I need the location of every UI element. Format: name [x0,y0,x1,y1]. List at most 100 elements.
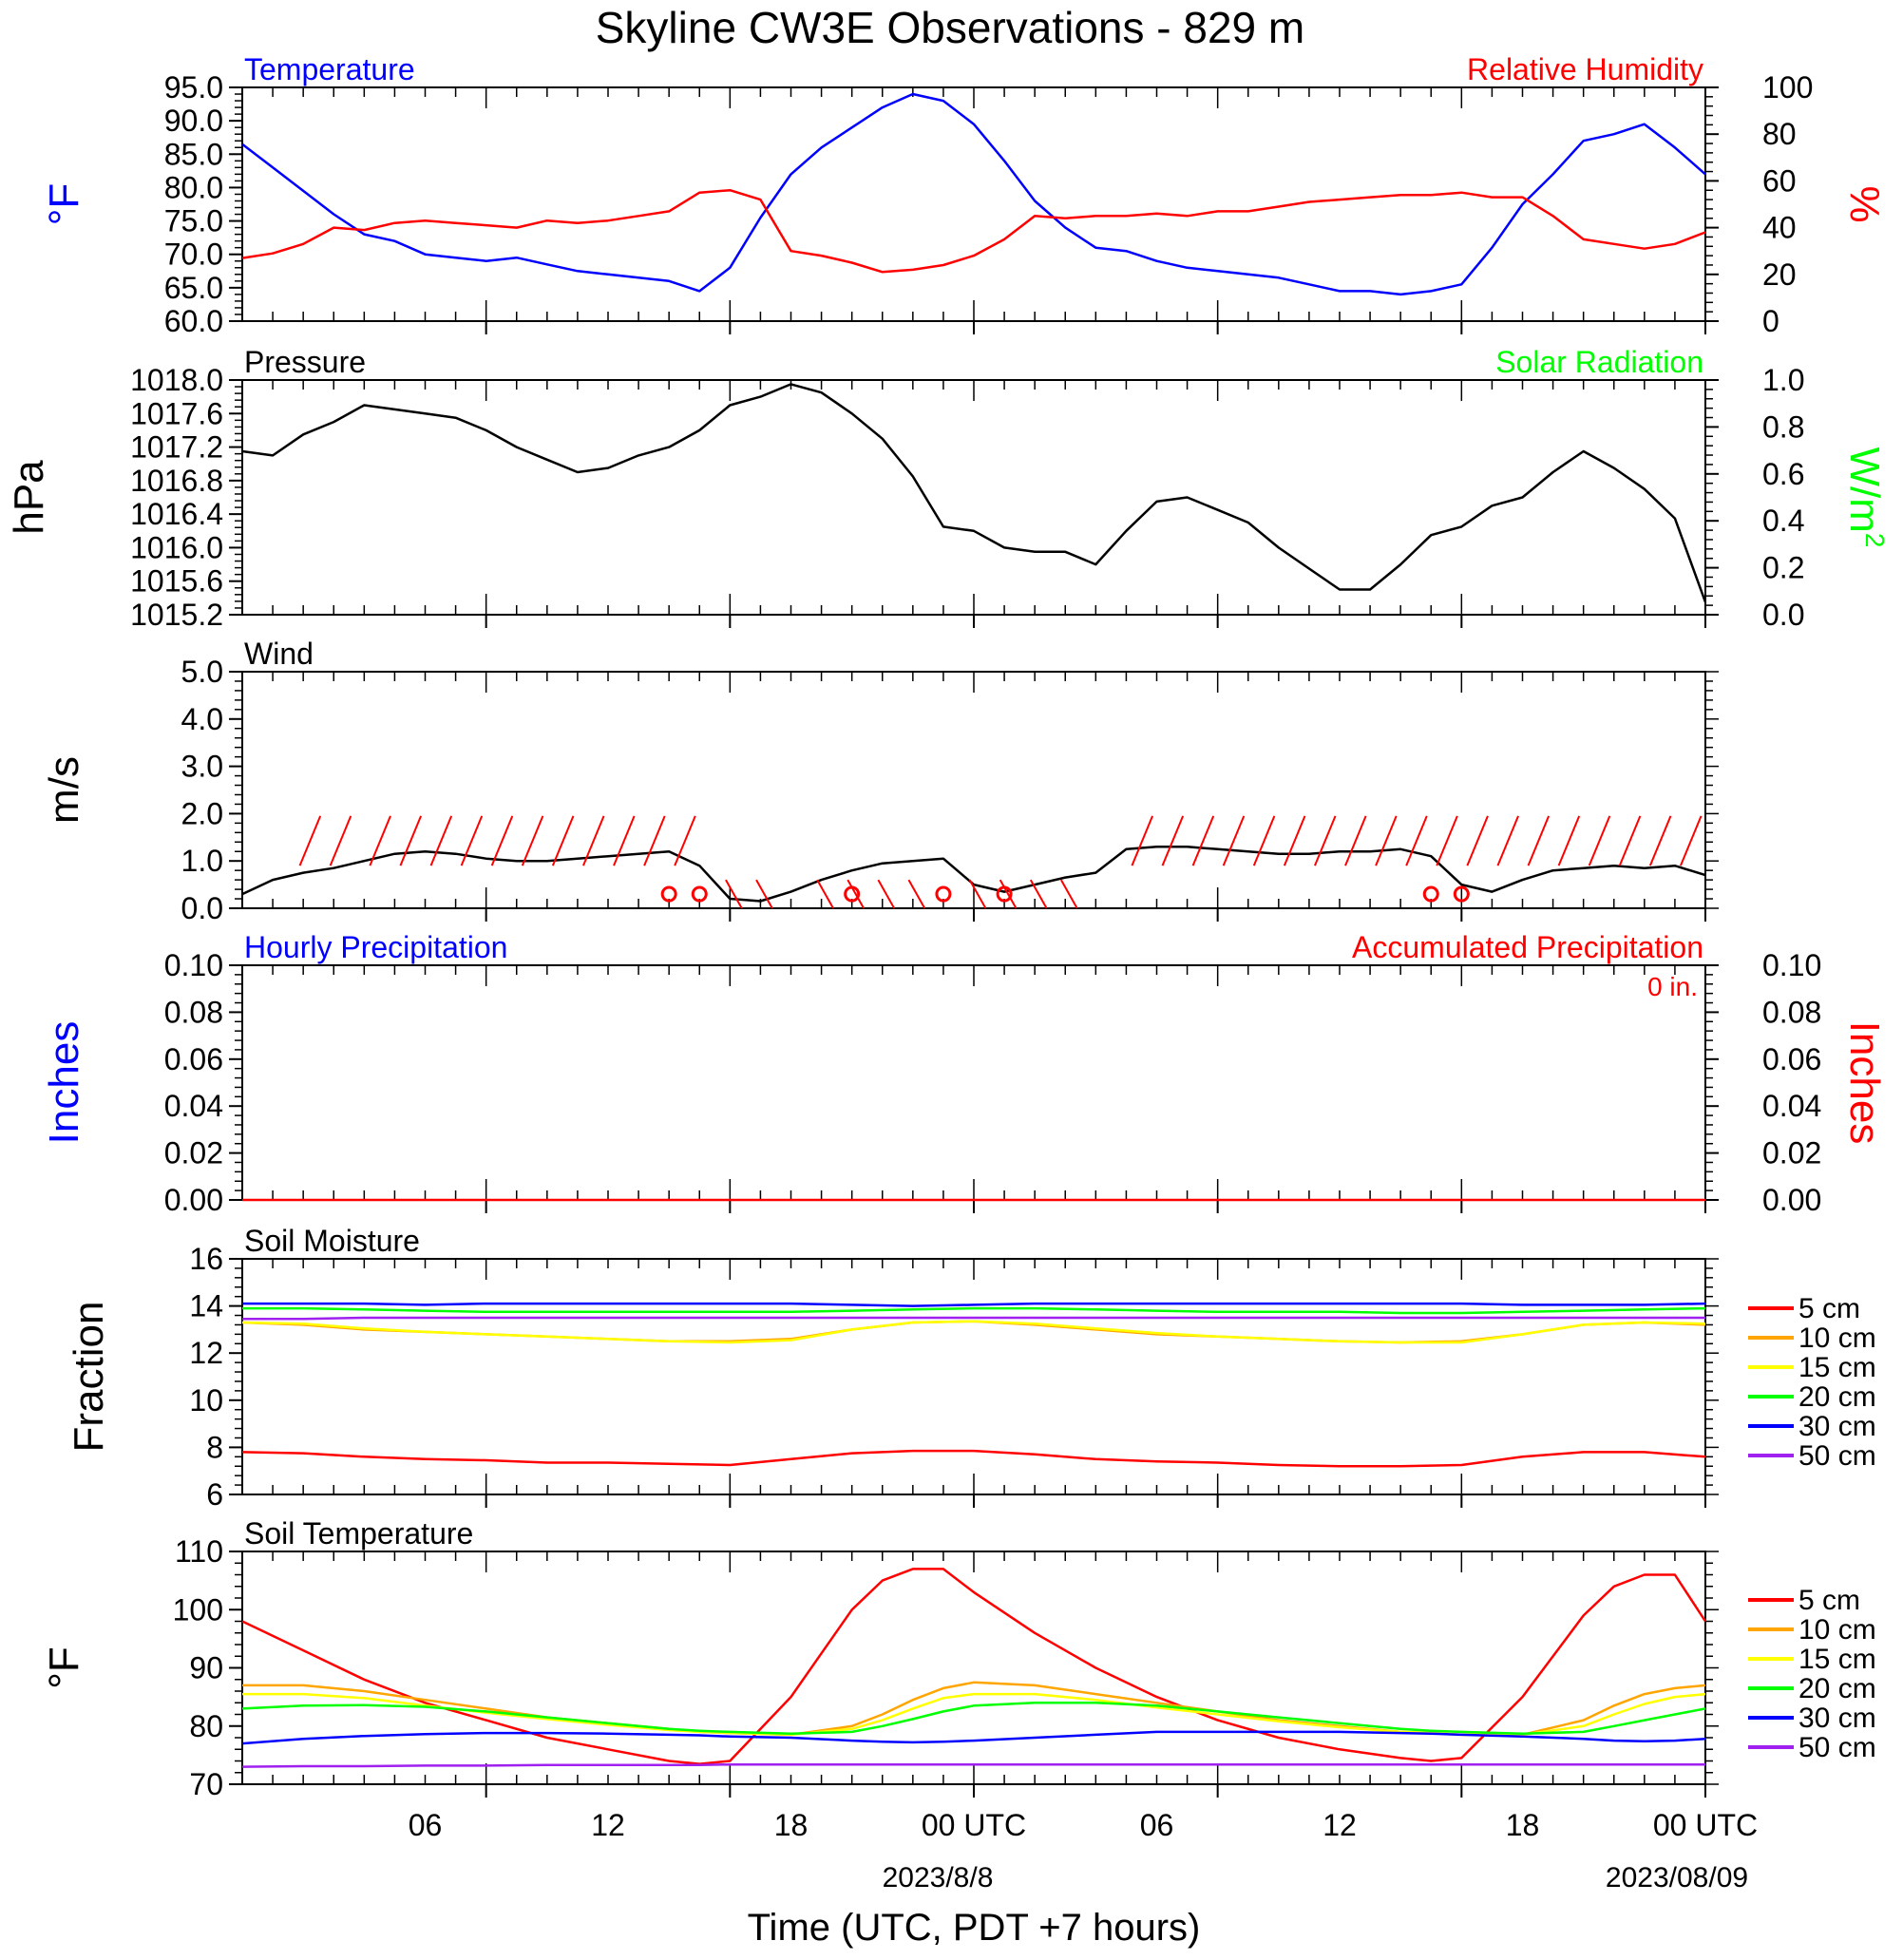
wind-barb [1680,815,1703,866]
legend-label: 50 cm [1798,1732,1876,1763]
wind-barb [613,815,636,866]
y-tick-label-right: 0.06 [1762,1042,1821,1076]
wind-barb [1029,879,1048,909]
calm-wind-marker [691,885,708,903]
series-line-temperature [241,92,1706,296]
y-tick-label-left: 1015.2 [130,598,223,632]
y-tick-label-left: 14 [189,1289,223,1323]
plot-frame [241,379,1706,616]
legend-label: 15 cm [1798,1352,1876,1383]
time-tick-label: 18 [774,1808,809,1842]
wind-barb [847,879,865,909]
precipitation-panel: 0.10 0.08 0.06 0.04 0.02 0.00 0.10 0.08 0.06 0.04… [41,930,1888,1217]
y-axis-label-left: hPa [6,460,52,535]
y-tick-label-left: 10 [189,1383,223,1418]
series-line-30-cm [241,1730,1706,1745]
wind-barb [1527,815,1551,866]
wind-barb [582,815,605,866]
wind-barb [999,879,1018,909]
y-tick-label-left: 70.0 [164,238,223,272]
wind-barb [1466,815,1489,866]
y-tick-label-left: 110 [175,1534,223,1569]
calm-wind-marker [996,885,1013,903]
y-tick-label-left: 1.0 [181,844,223,878]
wind-barb [1161,815,1185,866]
time-tick-label: 06 [409,1808,443,1842]
wind-barb [1436,815,1458,866]
wind-barb [755,879,773,909]
panel-title-right: Solar Radiation [1495,345,1703,379]
y-tick-label-right: 0.00 [1762,1183,1821,1217]
y-tick-label-right: 80 [1762,117,1797,151]
legend-label: 5 cm [1798,1585,1860,1616]
y-tick-label-right: 40 [1762,211,1797,245]
y-tick-label-left: 0.08 [164,995,223,1029]
wind-barb [1496,815,1519,866]
y-tick-label-right: 0.02 [1762,1136,1821,1170]
series-line-wind-speed [241,846,1706,903]
y-axis-label-right: Inches [1841,1021,1888,1145]
y-tick-label-left: 1018.0 [130,363,223,397]
panel-title-left: Soil Moisture [244,1224,420,1258]
legend-label: 15 cm [1798,1644,1876,1675]
wind-barb [1588,815,1611,866]
date-label-2: 2023/08/09 [1606,1862,1748,1893]
wind-barb [1648,815,1672,866]
y-tick-label-right: 0.10 [1762,948,1821,982]
y-tick-label-left: 65.0 [164,271,223,305]
wind-barb [1314,815,1337,866]
y-tick-label-left: 75.0 [164,204,223,238]
series-line-20-cm [242,1306,1706,1315]
y-tick-label-left: 90.0 [164,104,223,138]
legend-label: 10 cm [1798,1614,1876,1646]
time-tick-label: 12 [591,1808,625,1842]
y-tick-label-left: 6 [206,1477,223,1512]
wind-barb [1060,879,1078,909]
wind-barb [1344,815,1367,866]
panel-title-left: Hourly Precipitation [244,930,507,964]
soil-moisture-panel: 16 14 12 10 8 6 Soil Moisture Fraction [66,1224,1719,1512]
wind-barb [490,815,514,866]
y-tick-label-left: 1017.2 [130,430,223,465]
plot-frame [241,964,1706,1201]
wind-barb [1375,815,1398,866]
series-line-30-cm [242,1302,1706,1307]
time-tick-label: 12 [1323,1808,1357,1842]
y-axis-label-left: Fraction [66,1302,112,1453]
y-axis-label-left: Inches [41,1021,87,1145]
y-tick-label-left: 4.0 [181,702,223,736]
pressure-solar-panel: 1018.01017.61017.21016.81016.41016.01015… [6,345,1890,632]
y-tick-label-left: 0.00 [164,1183,223,1217]
panel-title-right: Relative Humidity [1467,52,1703,86]
wind-barb [968,879,987,909]
y-tick-label-right: 0.8 [1762,409,1804,444]
legend-label: 20 cm [1798,1381,1876,1413]
wind-barb [1618,815,1642,866]
wind-barb [907,879,926,909]
panel-title-right: Accumulated Precipitation [1352,930,1703,964]
y-tick-label-left: 1017.6 [130,396,223,430]
y-tick-label-left: 85.0 [164,137,223,171]
y-axis-label-left: °F [41,183,87,225]
series-line-pressure [241,383,1707,603]
y-tick-label-left: 0.04 [164,1089,223,1123]
wind-barb [1131,815,1153,866]
y-tick-label-right: 20 [1762,257,1797,292]
panel-title-left: Soil Temperature [244,1516,473,1551]
legend-label: 10 cm [1798,1323,1876,1354]
legend-label: 20 cm [1798,1673,1876,1704]
series-line-5-cm [241,1568,1707,1765]
plot-frame [241,1551,1706,1785]
series-line-50-cm [242,1316,1705,1321]
panel-title-left: Temperature [244,52,415,86]
wind-barb [725,879,743,909]
time-axis: 06 12 18 00 UTC 06 12 18 00 UTC [409,1808,1758,1842]
wind-barb [1191,815,1215,866]
wind-barb [429,815,453,866]
y-tick-label-right: 100 [1762,70,1813,105]
legend-label: 30 cm [1798,1703,1876,1734]
y-tick-label-left: 95.0 [164,70,223,105]
